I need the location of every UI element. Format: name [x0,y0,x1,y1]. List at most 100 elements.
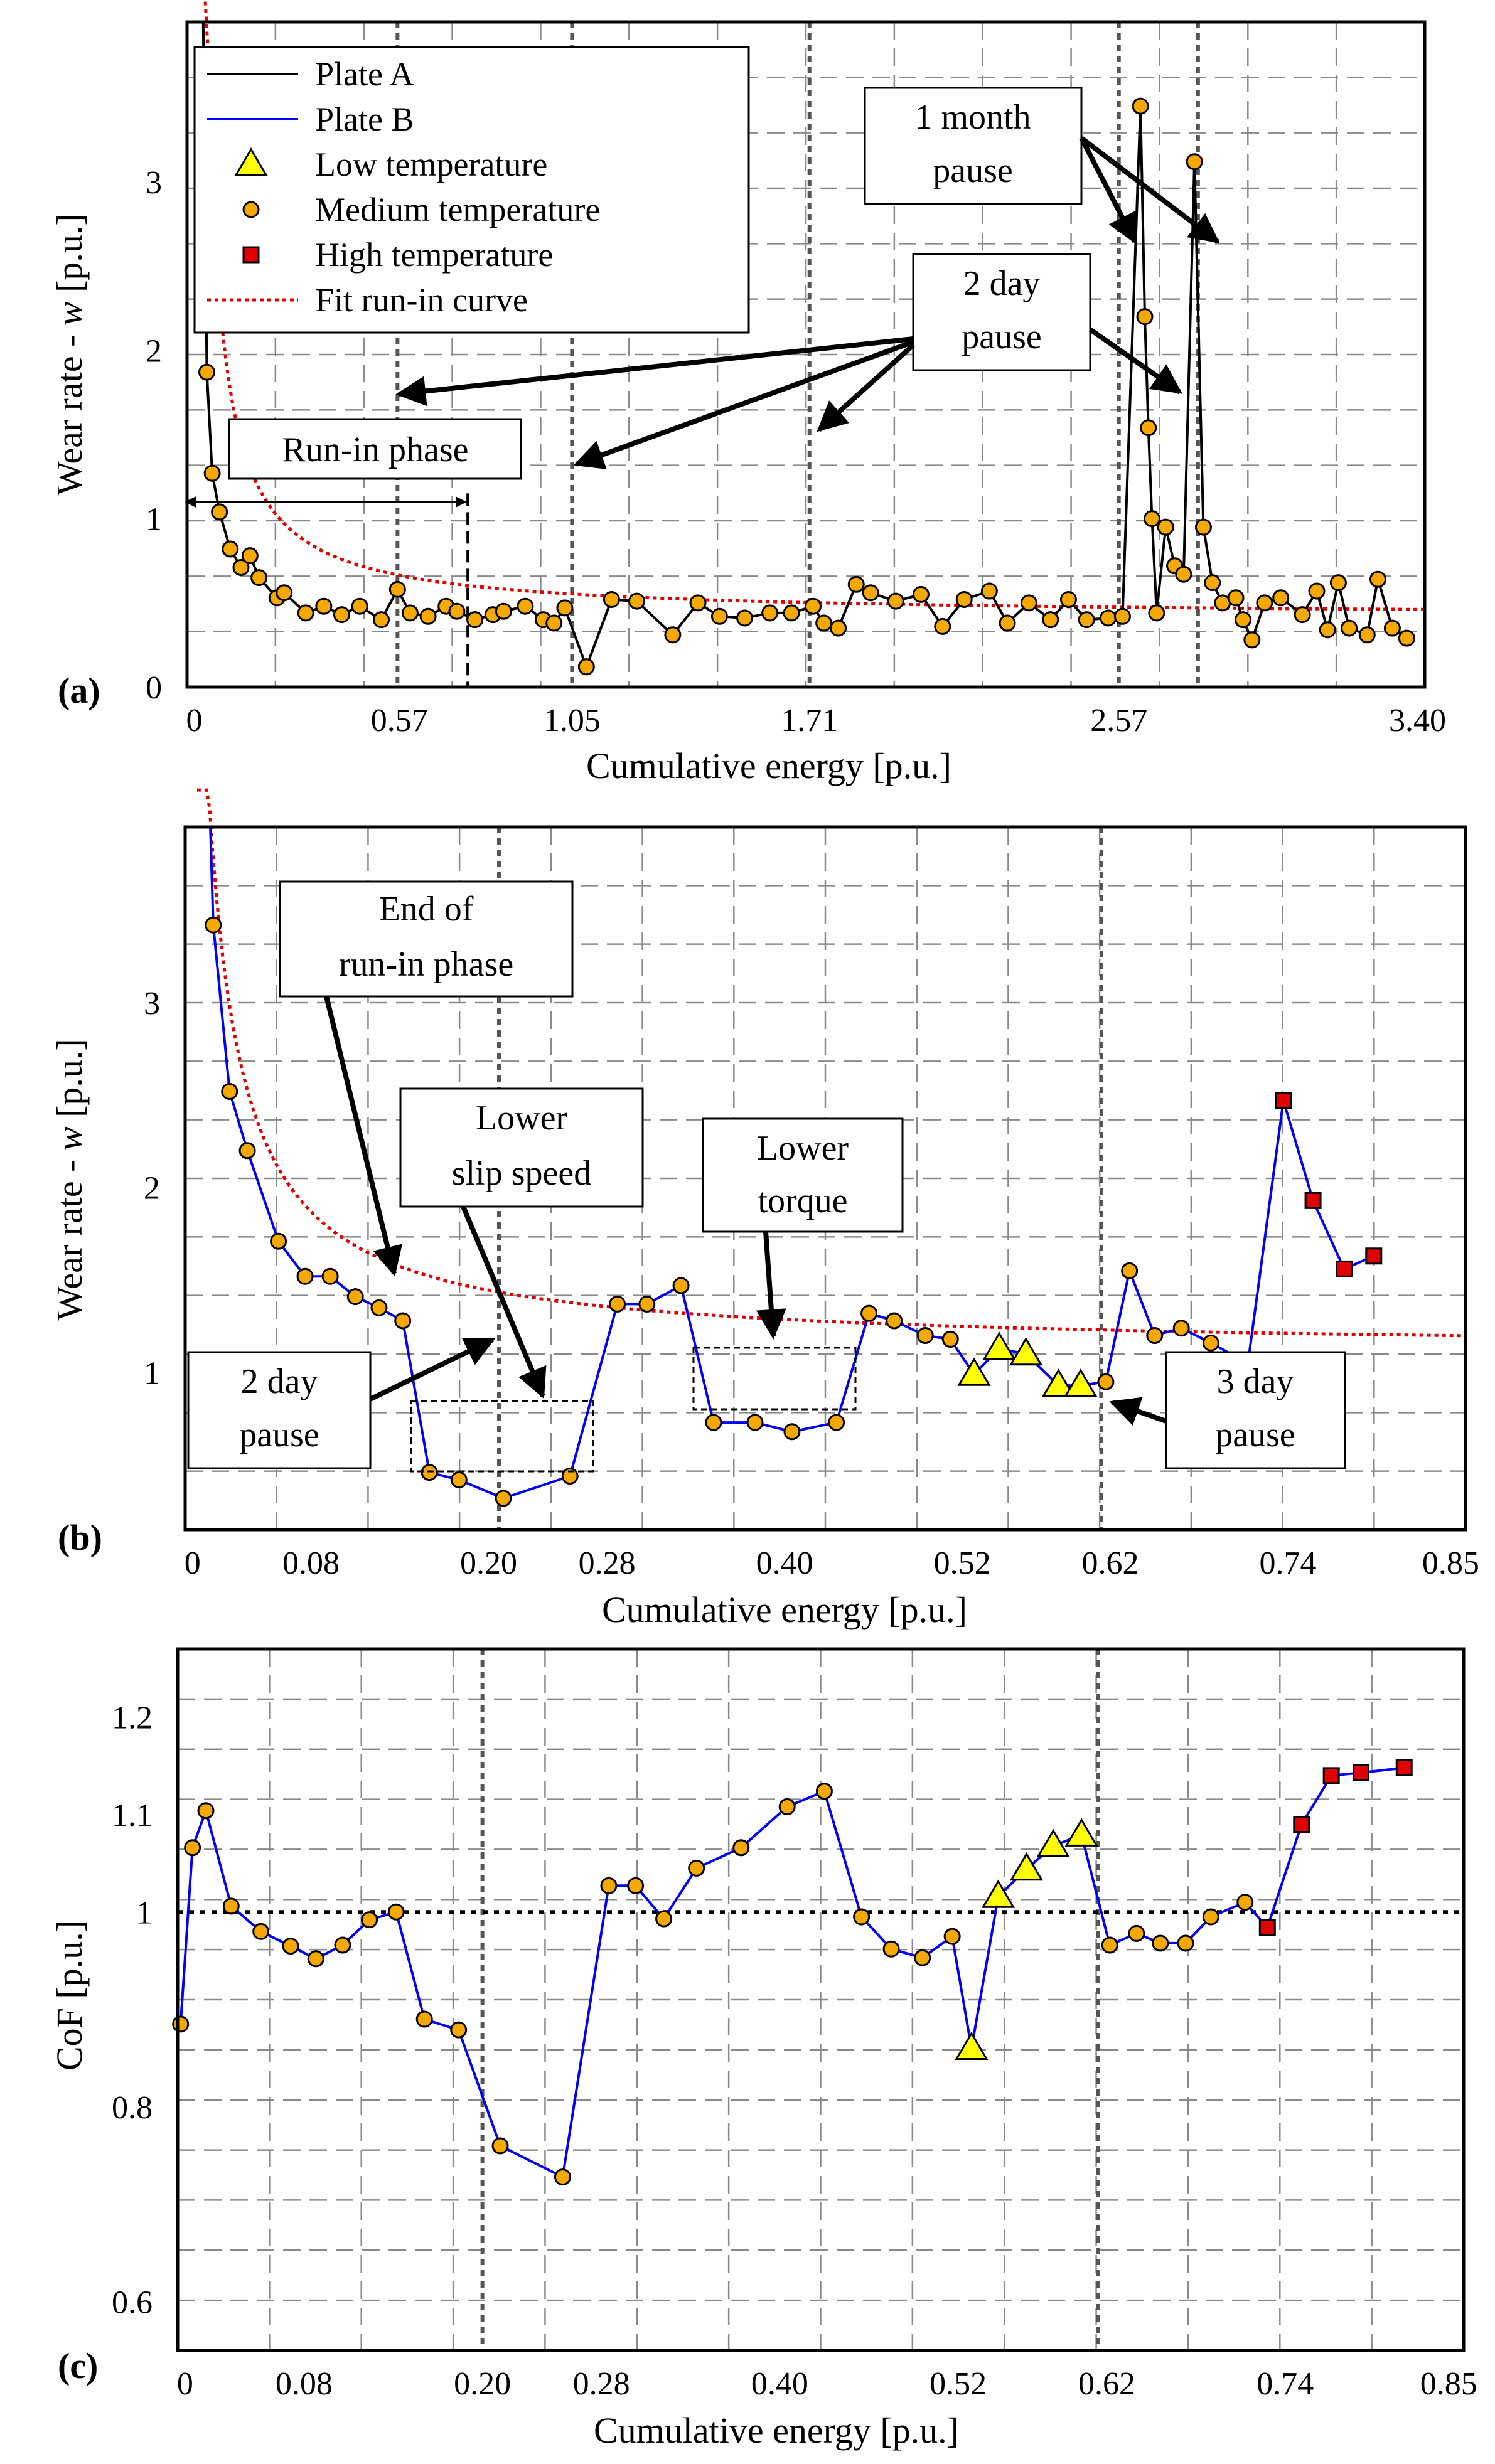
data-point [1243,631,1261,649]
data-point [321,1267,339,1285]
data-point [1322,1767,1340,1784]
data-point [1369,570,1386,588]
panel-c-x-ticks: 0 0.08 0.20 0.28 0.40 0.52 0.62 0.74 0.85 [177,2366,1477,2402]
x-tick-label: 0.40 [756,1545,813,1581]
annotation-slip-line1: Lower [476,1099,568,1138]
data-point [545,614,563,632]
annotation-2day-a-line1: 2 day [963,264,1041,303]
y-tick-label: 1 [136,1895,153,1931]
y-tick-label: 0.8 [112,2090,153,2126]
legend-label: Plate B [315,100,414,138]
arrow-2day-a-2 [573,339,914,469]
x-tick-label: 0.62 [1078,2366,1135,2402]
data-point [238,1142,256,1160]
data-point [1036,1828,1070,1857]
x-tick-label: 0.08 [276,2366,333,2402]
legend-triangle-swatch [234,147,268,176]
data-point [1097,1373,1115,1390]
data-point [999,614,1016,632]
panel-c-grid [178,1649,1464,2350]
data-point [198,363,216,381]
data-point [1319,621,1336,639]
data-point [361,1911,378,1929]
data-point [276,584,293,602]
data-point [1042,611,1059,629]
data-point [689,594,707,612]
data-point [943,1928,961,1945]
y-tick-label: 0.6 [112,2285,153,2320]
legend-label: Low temperature [315,146,547,183]
data-point [1275,1092,1292,1109]
x-tick-label: 0.62 [1081,1545,1139,1581]
x-tick-label: 0.20 [454,2366,511,2402]
data-point [221,1082,238,1100]
panel-a-annotation-2day: 2 day pause [395,253,1182,469]
data-point [232,558,250,576]
data-point [705,1414,722,1431]
data-point [853,1908,871,1926]
panel-b-annotation-slip: Lower slip speed [399,1087,644,1473]
x-tick-label: 0 [186,703,202,739]
data-point [1202,1334,1219,1352]
data-point [1177,1934,1194,1952]
legend-entry: Low temperature [234,146,547,183]
data-point [1148,604,1165,622]
data-point [815,1783,833,1800]
x-tick-label: 1.05 [544,703,601,739]
data-point [205,916,222,934]
annotation-month-line2: pause [933,151,1013,190]
data-point [664,626,682,644]
annotation-2day-b-line1: 2 day [241,1362,318,1401]
data-point [655,1910,673,1928]
data-point [270,1232,287,1250]
data-point [1157,518,1174,536]
data-point [955,2031,989,2060]
y-tick-label: 3 [144,986,160,1021]
data-point [886,1312,903,1330]
data-point [241,547,259,565]
x-tick-label: 0.08 [282,1545,340,1581]
x-tick-label: 3.40 [1389,703,1446,739]
data-point [448,602,466,620]
data-point [1341,619,1358,637]
data-point [815,614,833,632]
panel-a-annotation-runin: Run-in phase [185,418,522,508]
data-point [1152,1934,1169,1952]
data-point [491,2137,509,2155]
y-tick-label: 2 [144,1171,160,1207]
data-point [282,1938,299,1955]
data-point [561,1468,579,1485]
data-point [1146,1327,1164,1345]
data-point [672,1277,690,1294]
panel-a-label: (a) [58,670,100,711]
arrow-2day-a-1 [395,336,914,407]
data-point [1020,594,1037,612]
data-point [388,580,406,598]
data-point [351,597,368,615]
arrow-torque [756,1231,786,1340]
x-tick-label: 0 [185,1545,201,1581]
data-point [333,606,350,624]
y-tick-label: 1.1 [112,1798,153,1833]
legend-label: Fit run-in curve [315,281,528,319]
data-point [394,1312,412,1330]
data-point [297,604,314,622]
data-point [307,1950,324,1968]
panel-b-annotation-3day: 3 day pause [1109,1351,1346,1469]
data-point [387,1903,405,1921]
legend-entry: Fit run-in curve [207,281,528,319]
data-point [778,1798,796,1816]
legend-label: Plate A [315,55,414,93]
data-point [495,1490,512,1507]
data-point [1293,1816,1310,1833]
data-point [941,1330,959,1348]
data-point [1100,609,1117,627]
y-tick-label: 1.2 [112,1700,153,1736]
data-point [862,584,879,602]
y-tick-label: 3 [146,165,162,201]
data-point [1236,1894,1254,1911]
panel-b-series [196,788,1466,1507]
data-point [828,1414,845,1431]
series-line-plate-b [209,826,1374,1500]
data-point [982,1331,1016,1360]
